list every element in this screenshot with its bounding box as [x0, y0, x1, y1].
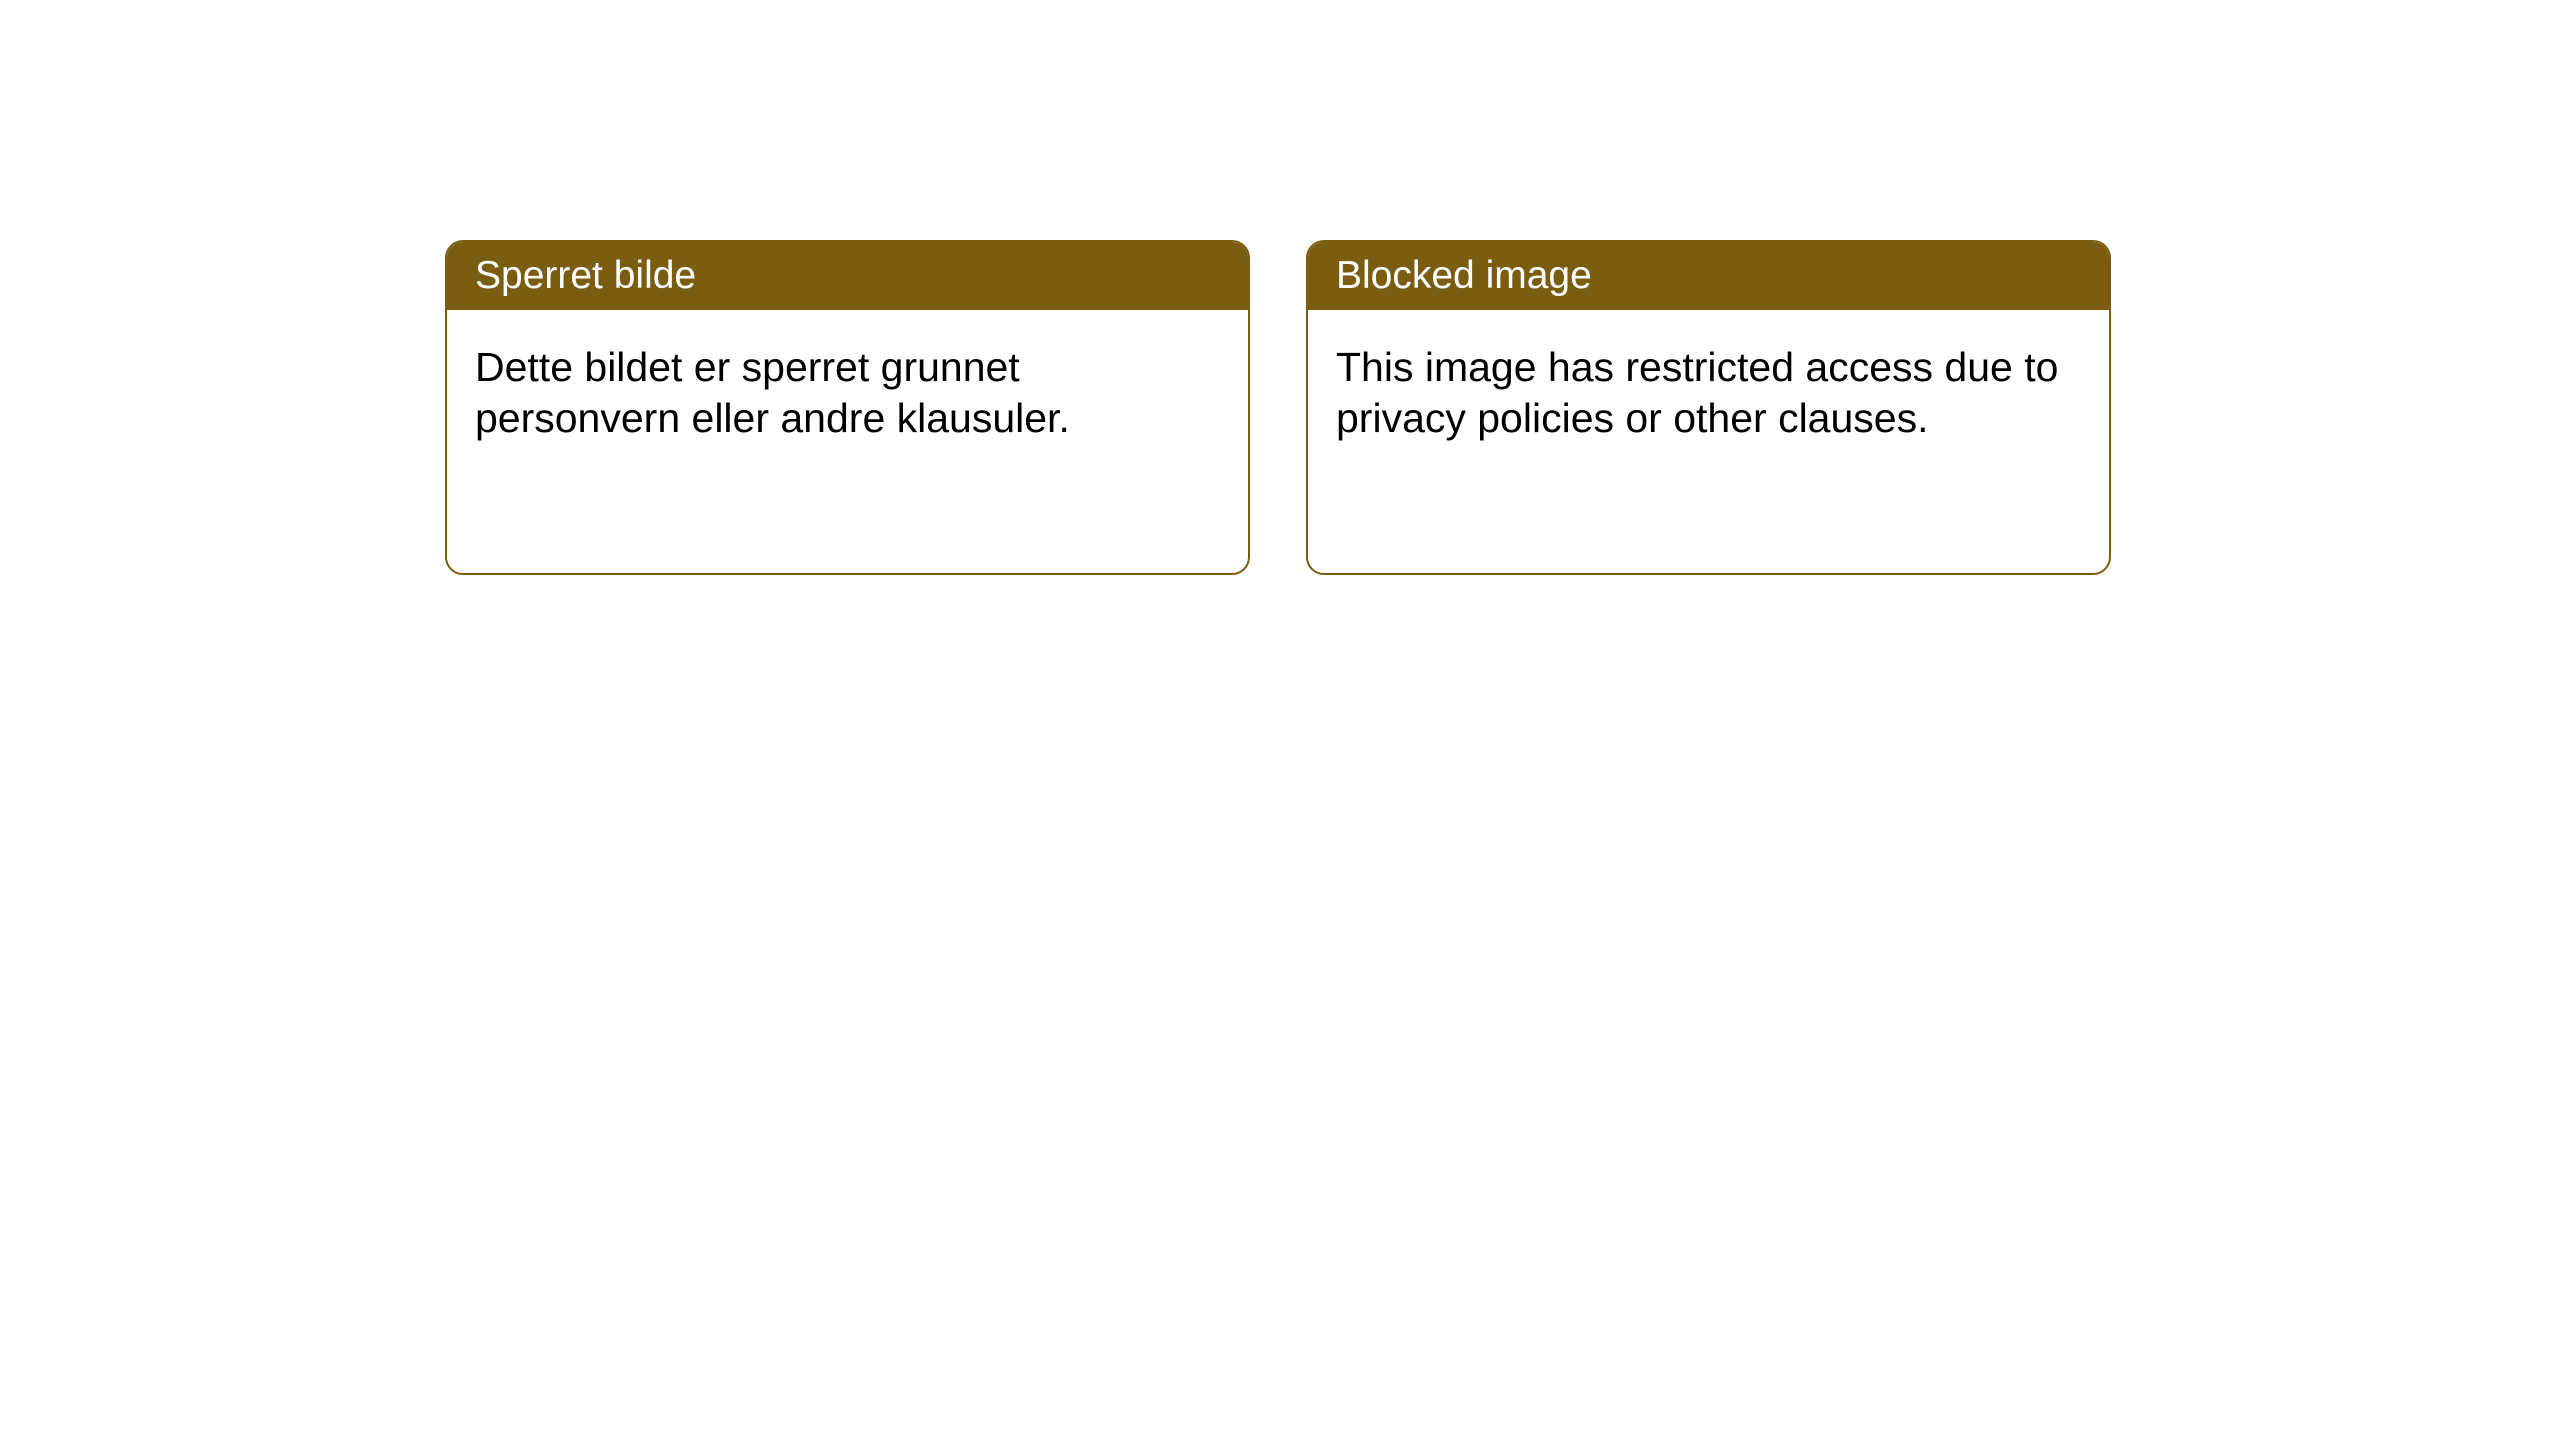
blocked-image-card-english: Blocked image This image has restricted … — [1306, 240, 2111, 575]
card-header-english: Blocked image — [1308, 242, 2109, 310]
card-body-text: This image has restricted access due to … — [1336, 344, 2058, 441]
blocked-image-card-norwegian: Sperret bilde Dette bildet er sperret gr… — [445, 240, 1250, 575]
card-header-norwegian: Sperret bilde — [447, 242, 1248, 310]
card-body-text: Dette bildet er sperret grunnet personve… — [475, 344, 1070, 441]
card-title: Blocked image — [1336, 254, 1592, 297]
card-body-norwegian: Dette bildet er sperret grunnet personve… — [447, 310, 1248, 477]
card-title: Sperret bilde — [475, 254, 696, 297]
notice-container: Sperret bilde Dette bildet er sperret gr… — [0, 0, 2560, 575]
card-body-english: This image has restricted access due to … — [1308, 310, 2109, 477]
